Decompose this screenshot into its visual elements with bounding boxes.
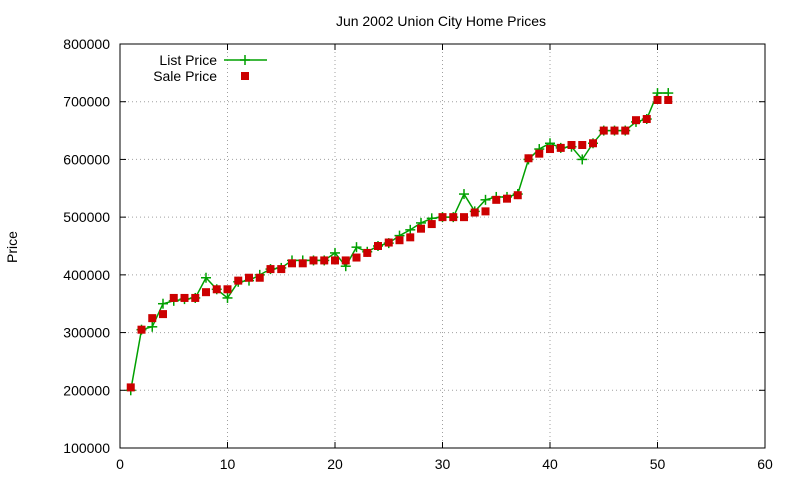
sale-price-point (546, 145, 554, 154)
x-tick-label: 20 (327, 456, 343, 472)
list-price-point (201, 272, 211, 283)
sale-price-point (180, 293, 189, 302)
sale-price-point (481, 207, 490, 216)
y-tick-label: 600000 (63, 151, 110, 167)
sale-price-point (159, 310, 167, 319)
y-axis-label: Price (4, 231, 20, 263)
x-tick-label: 0 (116, 456, 124, 472)
sale-price-point (363, 248, 372, 257)
sale-price-point (642, 115, 651, 124)
legend-label: List Price (159, 52, 217, 68)
sale-price-point (395, 236, 404, 245)
sale-price-point (341, 256, 350, 265)
y-tick-label: 400000 (63, 267, 110, 283)
sale-price-point (126, 383, 135, 392)
sale-price-point (460, 213, 468, 222)
list-price-point (222, 292, 233, 303)
sale-price-point (298, 259, 307, 268)
sale-price-point (137, 325, 146, 334)
sale-price-point (223, 285, 232, 294)
legend-plus-marker (240, 55, 250, 65)
sale-price-point (384, 238, 393, 247)
sale-price-point (191, 293, 200, 302)
sale-price-point (653, 95, 662, 104)
sale-price-point (255, 273, 264, 282)
sale-price-point (664, 95, 673, 104)
sale-price-point (266, 265, 275, 274)
sale-price-point (632, 116, 640, 125)
sale-price-point (524, 154, 533, 163)
sale-price-point (374, 242, 382, 250)
sale-price-point (438, 213, 447, 222)
sale-price-point (288, 259, 296, 268)
chart-title: Jun 2002 Union City Home Prices (336, 13, 546, 29)
sale-price-point (417, 224, 425, 233)
legend-label: Sale Price (153, 68, 217, 84)
sale-price-point (470, 208, 479, 217)
x-tick-label: 40 (542, 456, 558, 472)
y-tick-label: 300000 (63, 325, 110, 341)
x-tick-label: 30 (435, 456, 451, 472)
sale-price-point (427, 220, 436, 229)
list-price-point (405, 224, 416, 235)
y-tick-label: 700000 (63, 94, 110, 110)
sale-price-point (202, 288, 210, 297)
sale-price-point (212, 285, 221, 294)
sale-price-point (503, 194, 511, 203)
x-tick-label: 10 (220, 456, 236, 472)
list-price-point (147, 321, 158, 332)
sale-price-point (245, 273, 253, 282)
y-tick-label: 800000 (63, 36, 110, 52)
sale-price-point (352, 253, 361, 262)
sale-price-point (556, 143, 565, 152)
grid-lines (120, 44, 765, 448)
sale-price-point (621, 126, 630, 135)
list-price-point (330, 247, 340, 258)
sale-price-point (589, 139, 597, 148)
list-price-point (459, 189, 469, 200)
x-tick-label: 60 (757, 456, 773, 472)
list-price-point (480, 194, 491, 205)
sale-price-point (234, 276, 243, 285)
sale-price-point (599, 126, 608, 135)
sale-price-point (567, 141, 576, 149)
axis-ticks: 0 10 20 30 40 50 60 100000 200000 300000 400000 500… (63, 36, 773, 472)
y-tick-label: 100000 (63, 440, 110, 456)
sale-price-point (513, 191, 522, 200)
y-tick-label: 500000 (63, 209, 110, 225)
sale-price-point (492, 195, 501, 204)
sale-price-point (578, 141, 587, 149)
sale-price-point (320, 256, 329, 265)
sale-price-point (610, 126, 619, 135)
sale-price-point (309, 256, 318, 265)
list-price-point (351, 242, 362, 253)
list-price-point (158, 298, 168, 309)
sale-price-point (331, 256, 339, 265)
sale-price-point (169, 293, 178, 302)
sale-price-point (535, 149, 544, 158)
x-tick-label: 50 (650, 456, 666, 472)
sale-price-point (449, 213, 458, 222)
sale-price-point (406, 233, 415, 242)
list-price-point (577, 154, 588, 165)
y-tick-label: 200000 (63, 382, 110, 398)
sale-price-point (277, 265, 286, 274)
series-layer (125, 88, 674, 396)
sale-price-point (148, 314, 157, 323)
legend-square-marker (241, 72, 249, 80)
series-sale-price (126, 95, 673, 392)
